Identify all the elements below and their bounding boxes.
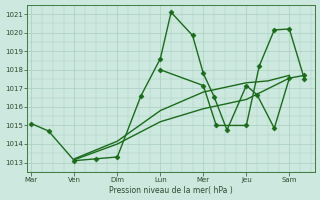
X-axis label: Pression niveau de la mer( hPa ): Pression niveau de la mer( hPa ) (109, 186, 233, 195)
